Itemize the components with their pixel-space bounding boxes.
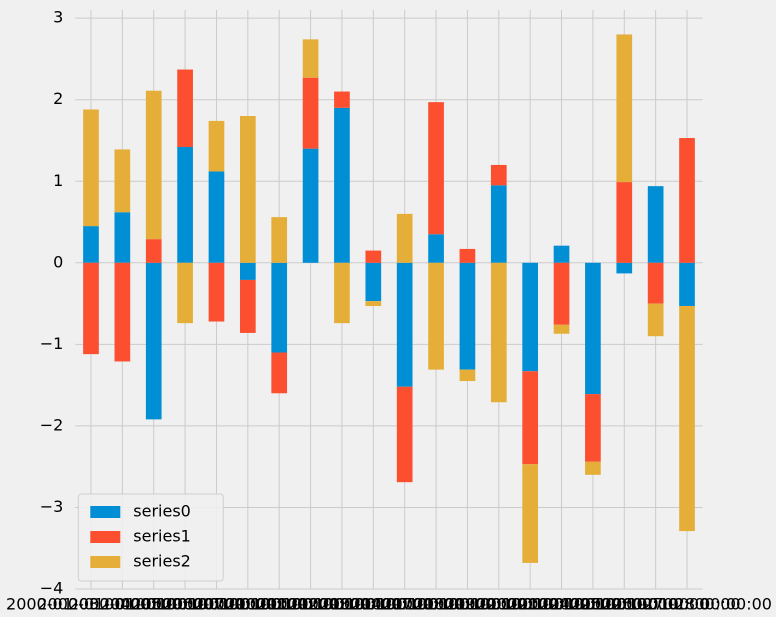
x-tick-label: 2000-01-21 00:00:00 [445, 595, 615, 614]
bar [334, 91, 350, 108]
bar [522, 464, 539, 563]
bar [679, 262, 695, 307]
x-tick-label: 2000-01-14 00:00:00 [288, 595, 458, 614]
x-tick-label: 2000-01-17 00:00:00 [320, 595, 490, 614]
x-tick-label: 2000-01-26 00:00:00 [539, 595, 709, 614]
bar [365, 301, 382, 307]
x-tick-label: 2000-01-04 00:00:00 [37, 595, 207, 614]
bar [177, 147, 193, 263]
bar [302, 148, 319, 263]
bar [239, 116, 256, 263]
bar [396, 213, 413, 263]
legend-label: series2 [133, 552, 191, 571]
x-tick-label: 2000-01-07 00:00:00 [131, 595, 301, 614]
x-tick-label: 2000-01-18 00:00:00 [351, 595, 521, 614]
bar [177, 262, 193, 324]
y-tick-label: 2 [53, 89, 63, 108]
bar [302, 39, 319, 78]
bar [553, 324, 570, 334]
y-tick-label: 0 [53, 252, 63, 271]
bar [647, 186, 664, 263]
bar [553, 262, 570, 325]
bar [647, 262, 664, 304]
legend-label: series0 [133, 502, 191, 521]
x-tick-label: 2000-01-24 00:00:00 [477, 595, 647, 614]
x-tick-label: 2000-01-05 00:00:00 [69, 595, 239, 614]
x-tick-label: 2000-01-06 00:00:00 [100, 595, 270, 614]
bar [208, 120, 225, 172]
y-tick-label: −1 [40, 334, 64, 353]
bar [239, 262, 256, 280]
bar [271, 262, 288, 353]
bar [239, 279, 256, 333]
bar [585, 461, 601, 475]
bar [585, 262, 601, 395]
bar [271, 352, 288, 394]
x-tick-label: 2000-01-11 00:00:00 [194, 595, 364, 614]
bar [679, 306, 695, 532]
bar [145, 262, 162, 420]
bar [302, 77, 319, 149]
bar [616, 182, 633, 263]
x-tick-label: 2000-01-28 00:00:00 [602, 595, 772, 614]
x-tick-label: 2000-01-13 00:00:00 [257, 595, 427, 614]
y-tick-label: 1 [53, 171, 63, 190]
bar [522, 262, 539, 372]
bar [428, 234, 444, 263]
x-tick-label: 2000-01-10 00:00:00 [163, 595, 333, 614]
bar [553, 245, 570, 263]
bar [522, 371, 539, 465]
bar [83, 262, 99, 355]
bar [679, 138, 695, 263]
bar [396, 262, 413, 387]
bar [208, 171, 225, 263]
bar [647, 303, 664, 337]
y-tick-label: −2 [40, 415, 64, 434]
bar [459, 248, 476, 263]
bar [616, 262, 633, 274]
legend-swatch [90, 531, 121, 543]
bar [83, 226, 99, 263]
bar [459, 262, 476, 370]
bar [459, 369, 476, 382]
x-tick-label: 2000-01-25 00:00:00 [508, 595, 678, 614]
bar [334, 107, 350, 263]
x-tick-label: 2000-01-27 00:00:00 [571, 595, 741, 614]
x-tick-label: 2000-01-12 00:00:00 [226, 595, 396, 614]
bar [177, 69, 193, 148]
bar [490, 164, 507, 186]
bar [490, 185, 507, 263]
bar [114, 149, 131, 213]
x-tick-label: 2000-01-19 00:00:00 [382, 595, 552, 614]
y-tick-label: −4 [40, 579, 64, 598]
bar [365, 262, 382, 302]
bar [490, 262, 507, 403]
bar [396, 386, 413, 483]
bar [83, 109, 99, 227]
bar [428, 262, 444, 370]
bar [365, 250, 382, 263]
x-tick-label: 2000-01-20 00:00:00 [414, 595, 584, 614]
y-tick-label: 3 [53, 8, 63, 27]
bar [114, 262, 131, 362]
x-tick-label: 2000-01-03 00:00:00 [6, 595, 176, 614]
bar [145, 239, 162, 263]
legend-swatch [90, 556, 121, 568]
bar [428, 102, 444, 235]
bar [616, 34, 633, 183]
bar [271, 217, 288, 263]
bar [208, 262, 225, 322]
bar [114, 212, 131, 263]
legend-swatch [90, 506, 121, 518]
bar [334, 262, 350, 324]
legend-label: series1 [133, 527, 191, 546]
bar [145, 90, 162, 240]
bar [585, 394, 601, 462]
y-tick-label: −3 [40, 497, 64, 516]
